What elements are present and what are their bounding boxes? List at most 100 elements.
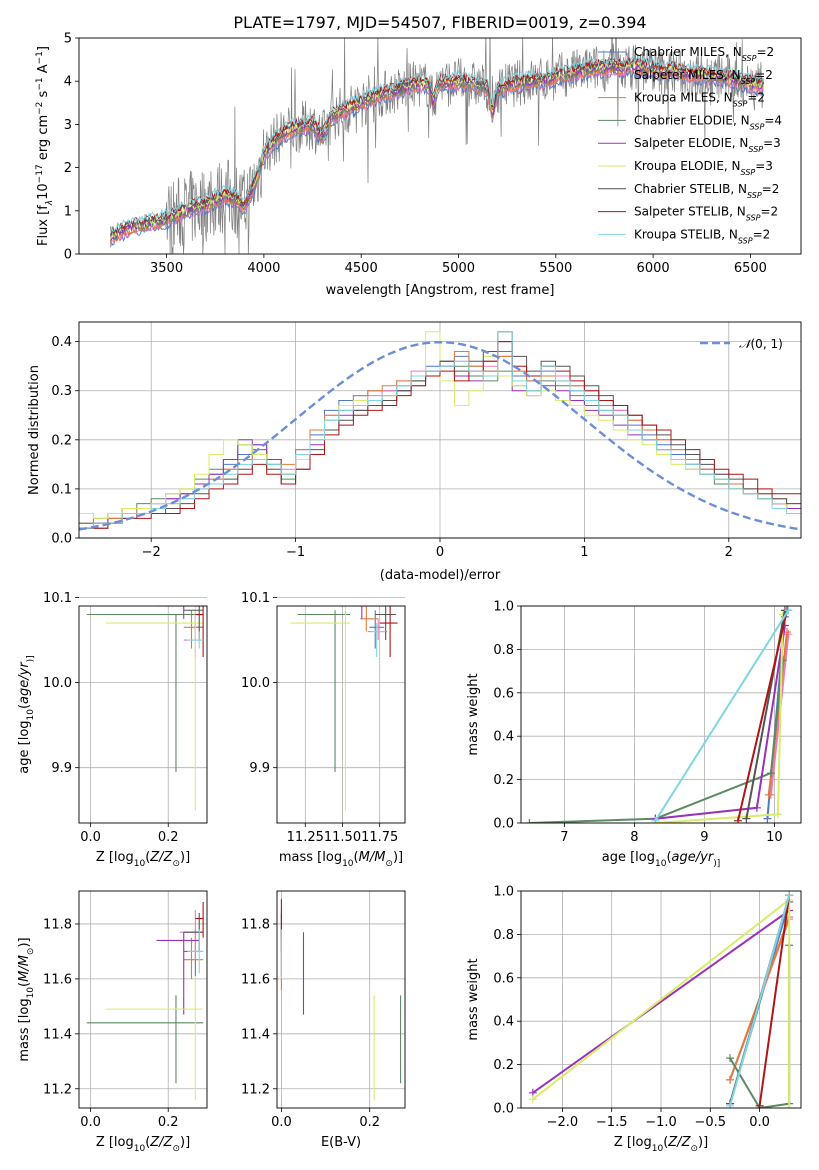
spectrum-xtick-label-1: 4000	[247, 261, 280, 276]
spectrum-y-axis-label-part: λ	[45, 200, 55, 206]
mw-z-x-axis-label-part: Z/Z	[667, 1135, 691, 1150]
mw-z-marker-salpeter-stelib-0	[755, 1101, 764, 1108]
mw-z-y-axis-label: mass weight	[466, 958, 481, 1040]
mw-z-marker-kroupa-miles-0	[726, 1075, 735, 1084]
spectrum-ytick-label-2: 2	[64, 161, 72, 176]
mass-ebv-frame	[276, 890, 406, 1109]
residuals-ytick-label-1: 0.1	[51, 482, 72, 497]
age-mass-x-axis-label-part: M/M	[359, 850, 386, 865]
residuals-xtick-label-4: 2	[725, 545, 733, 560]
legend-nssp-value: =2	[760, 205, 778, 219]
spectrum-model-line-salpeter-stelib	[110, 56, 764, 236]
spectrum-legend-label-chabrier-stelib: Chabrier STELIB, NSSP=2	[634, 182, 779, 200]
legend-nssp-value: =4	[764, 113, 782, 127]
mass-z-ytick-label-1: 11.4	[43, 1027, 72, 1042]
age-z-plot-area	[86, 606, 204, 811]
mass-z-ytick-label-0: 11.2	[43, 1082, 72, 1097]
age-z-ytick-label-0: 9.9	[51, 761, 72, 776]
mw-age-marker-salpeter-stelib-0	[734, 816, 742, 823]
mw-age-marker-chabrier-elodie-0	[525, 819, 534, 823]
mw-age-xtick-label-1: 8	[630, 830, 638, 845]
spectrum-model-line-kroupa-stelib	[110, 54, 764, 234]
age-z-y-axis-label-part: 10	[26, 709, 36, 721]
age-mass-frame	[276, 605, 406, 824]
residuals-ytick-label-3: 0.3	[51, 384, 72, 399]
legend-subscript: SSP	[747, 190, 762, 199]
age-z-x-axis-label-part: Z [log	[96, 850, 134, 865]
mass-z-x-axis-label-part: 10	[134, 1144, 146, 1154]
age-z-x-axis-label-part: 10	[134, 859, 146, 869]
spectrum-y-axis-label-part: Flux [f	[36, 205, 51, 246]
legend-nssp-value: =3	[763, 136, 781, 150]
spectrum-ytick-label-5: 5	[64, 32, 72, 47]
massweight-vs-metallicity-panel: −2.0 −1.5 −1.0 −0.5 0.0 0.0 0.2 0.4 0.6 0.8 1.0 Z […	[466, 885, 802, 1154]
mass-z-ytick-label-2: 11.6	[43, 972, 72, 987]
legend-subscript: SSP	[746, 213, 761, 222]
mw-z-xtick-label-0: −2.0	[547, 1115, 579, 1130]
legend-subscript: SSP	[748, 145, 763, 154]
age-z-ytick-label-1: 10.0	[43, 676, 72, 691]
legend-nssp-value: =2	[755, 68, 773, 82]
legend-nssp-value: =3	[755, 159, 773, 173]
mw-age-marker-kroupa-miles-0	[764, 790, 773, 799]
spectrum-xtick-label-2: 4500	[345, 261, 378, 276]
age-mass-xtick-label-2: 11.75	[361, 830, 398, 845]
mw-age-xtick-label-2: 9	[700, 830, 708, 845]
mw-z-marker-kroupa-elodie-2	[785, 1104, 794, 1108]
mw-age-x-axis-label-part: (	[666, 850, 671, 865]
mw-age-ytick-label-0: 0.0	[493, 817, 514, 832]
mw-age-x-axis-label-part: )]	[713, 859, 720, 869]
mw-z-x-axis-label-part: 10	[652, 1144, 664, 1154]
mass-ebv-xtick-label-1: 0.2	[359, 1115, 380, 1130]
mass-z-y-axis-label-part: )]	[17, 937, 32, 947]
spectrum-legend-label-salpeter-stelib: Salpeter STELIB, NSSP=2	[634, 205, 778, 223]
residuals-xtick-label-0: −2	[142, 545, 161, 560]
mw-age-ytick-label-5: 1.0	[493, 600, 514, 615]
legend-nssp-value: =2	[747, 91, 765, 105]
mw-z-plot-area	[528, 891, 794, 1108]
residuals-y-axis-label: Normed distribution	[27, 365, 42, 495]
spectrum-panel: 3500 4000 4500 5000 5500 6000 6500 0 1 2 3 4 5 wavele…	[35, 32, 802, 298]
age-z-x-axis-label-part: Z/Z	[149, 850, 173, 865]
legend-nssp-value: =2	[762, 182, 780, 196]
mw-age-ytick-label-2: 0.4	[493, 730, 514, 745]
residuals-ytick-label-2: 0.2	[51, 433, 72, 448]
mw-z-x-axis-label-part: )]	[698, 1135, 708, 1150]
legend-subscript: SSP	[738, 236, 753, 245]
mw-z-x-axis-label-part: Z [log	[614, 1135, 652, 1150]
age-z-xtick-label-0: 0.0	[80, 830, 101, 845]
spectrum-xtick-label-3: 5000	[442, 261, 475, 276]
mass-ebv-ytick-label-1: 11.4	[241, 1027, 270, 1042]
mw-z-marker-chabrier-elodie-0	[726, 1054, 735, 1063]
mw-z-x-axis-label-part: ⊙	[690, 1144, 698, 1154]
mw-z-x-axis-label: Z [log10(Z/Z⊙)]	[614, 1135, 708, 1154]
mass-z-x-axis-label-part: Z [log	[96, 1135, 134, 1150]
mass-ebv-ytick-label-3: 11.8	[241, 917, 270, 932]
legend-subscript: SSP	[742, 54, 757, 63]
mw-age-marker-kroupa-stelib-1	[784, 606, 793, 615]
spectrum-xtick-label-6: 6500	[734, 261, 767, 276]
residuals-xtick-label-1: −1	[286, 545, 305, 560]
spectrum-legend-label-salpeter-miles: Salpeter MILES, NSSP=2	[634, 68, 773, 86]
mass-vs-metallicity-panel: 0.0 0.211.211.411.611.8Z [log10(Z/Z⊙)]mas…	[17, 890, 208, 1154]
mw-age-x-axis-label-part: age/yr	[672, 850, 715, 865]
residuals-ytick-label-4: 0.4	[51, 335, 72, 350]
mw-age-plot-area	[525, 606, 793, 823]
mw-age-y-axis-label: mass weight	[466, 673, 481, 755]
age-mass-x-axis-label-part: )]	[393, 850, 403, 865]
age-z-ytick-label-2: 10.1	[43, 591, 72, 606]
legend-gaussian-part: 𝒩	[739, 337, 754, 351]
age-z-frame	[78, 605, 208, 824]
residuals-plot-area	[79, 331, 801, 531]
spectrum-xtick-label-4: 5500	[539, 261, 572, 276]
mw-age-xtick-label-3: 10	[766, 830, 783, 845]
residuals-xtick-label-2: 0	[436, 545, 444, 560]
mass-ebv-x-axis-label: E(B-V)	[321, 1135, 361, 1150]
age-z-x-axis-label-part: )]	[180, 850, 190, 865]
mw-age-ytick-label-4: 0.8	[493, 643, 514, 658]
figure-title: PLATE=1797, MJD=54507, FIBERID=0019, z=0…	[233, 13, 646, 32]
age-z-y-axis-label-part: (	[17, 704, 32, 709]
legend-model-name: Chabrier ELODIE, N	[634, 113, 750, 127]
mw-z-ytick-label-1: 0.2	[493, 1058, 514, 1073]
